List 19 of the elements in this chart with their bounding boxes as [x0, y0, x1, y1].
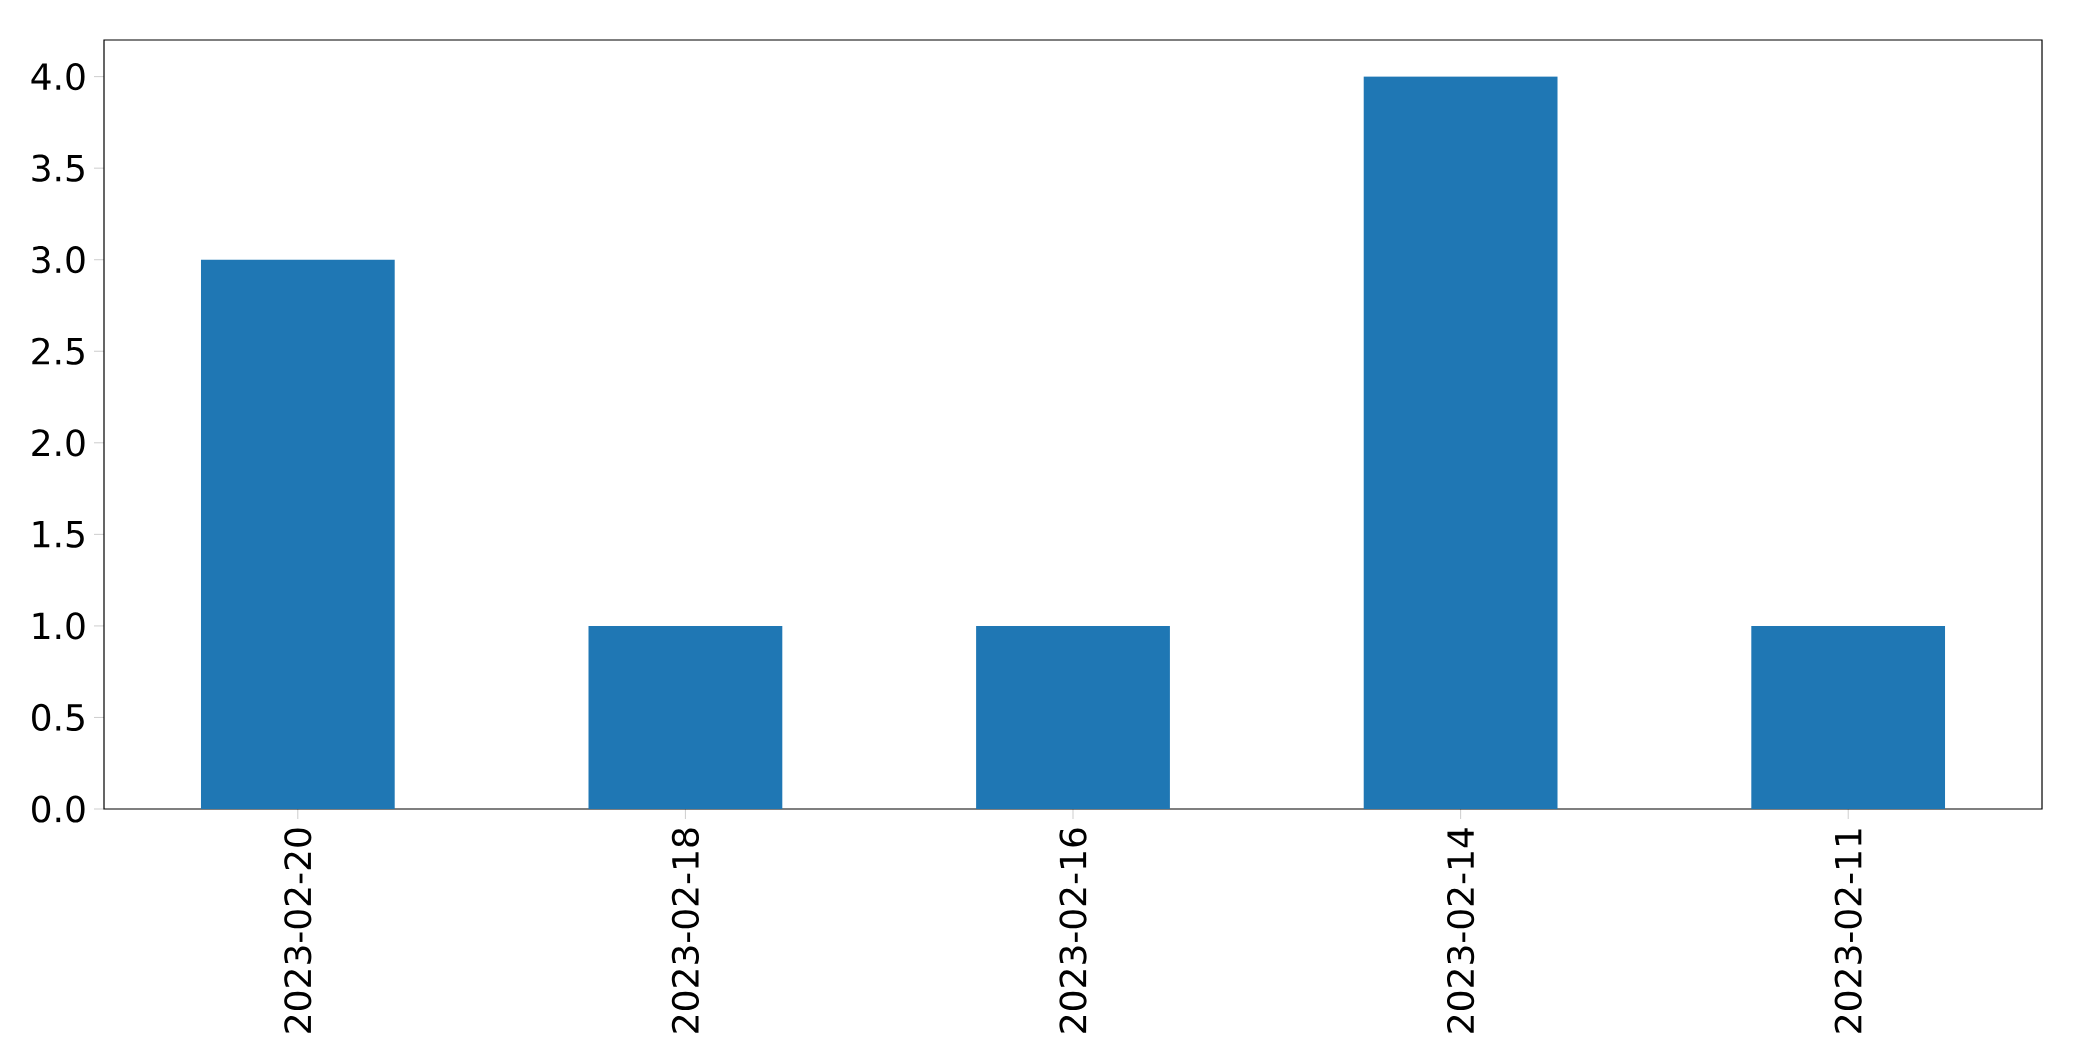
bar	[1751, 625, 1946, 809]
y-tick-label: 1.5	[33, 520, 84, 548]
bar	[976, 625, 1170, 809]
y-tick-label: 2.5	[32, 337, 84, 365]
y-tick-label: 4.0	[31, 63, 85, 91]
x-tick-label: 2023-02-14	[1446, 828, 1475, 1033]
y-tick-label: 0.5	[32, 703, 84, 732]
y-tick-label: 3.0	[32, 246, 85, 274]
y-tick-label: 2.0	[32, 429, 85, 457]
bar	[588, 625, 783, 809]
x-tick-label: 2023-02-20	[284, 828, 312, 1033]
x-tick-label: 2023-02-18	[671, 828, 700, 1033]
bar	[200, 259, 395, 809]
y-tick-label: 3.5	[32, 154, 84, 182]
x-tick-label: 2023-02-11	[1834, 829, 1862, 1033]
bar	[1363, 76, 1558, 809]
y-tick-label: 1.0	[33, 612, 85, 640]
x-tick-label: 2023-02-16	[1059, 828, 1087, 1033]
y-tick-label: 0.0	[32, 795, 85, 823]
